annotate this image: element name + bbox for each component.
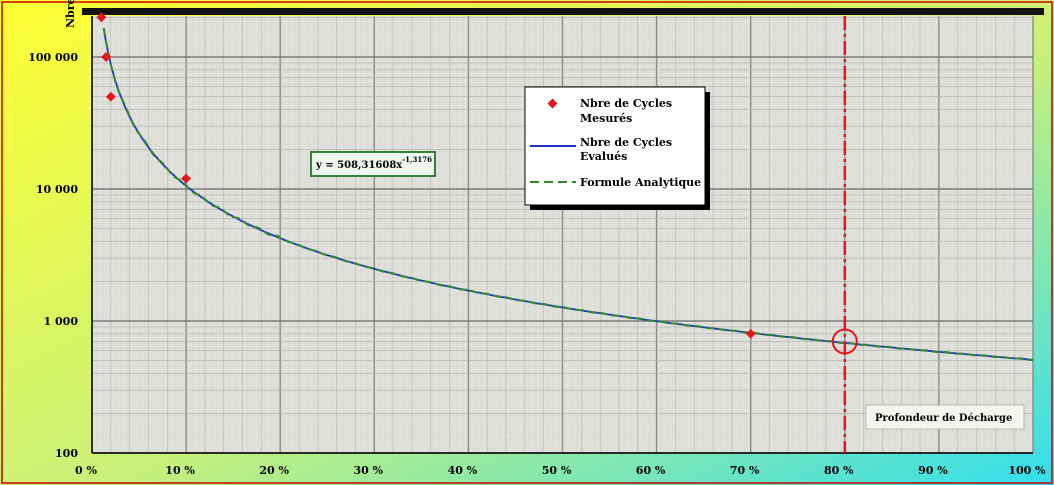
x-axis-label-box: Profondeur de Décharge (865, 404, 1025, 430)
y-tick-label: 100 000 (28, 51, 78, 64)
x-tick-label: 40 % (448, 464, 478, 477)
legend-label-evaluated-line2: Evalués (580, 150, 627, 163)
y-tick-label: 100 (55, 447, 78, 460)
measured-point (745, 328, 756, 339)
legend-label-measured-line2: Mesurés (580, 112, 632, 125)
y-tick-label: 1 000 (44, 315, 79, 328)
equation-exponent: -1,3176 (402, 155, 432, 164)
x-tick-label: 60 % (636, 464, 666, 477)
x-axis-label: Profondeur de Décharge (875, 413, 1012, 424)
x-tick-label: 10 % (165, 464, 195, 477)
legend-item-evaluated: Nbre de Cycles Evalués (530, 136, 672, 163)
legend-item-measured: Nbre de Cycles Mesurés (547, 97, 672, 125)
x-tick-label: 90 % (918, 464, 948, 477)
measured-point (105, 91, 116, 102)
top-band (82, 8, 1044, 15)
x-tick-label: 50 % (542, 464, 572, 477)
equation-box: y = 508,31608x-1,3176 (310, 151, 436, 177)
x-axis-ticks: 0 % 10 % 20 % 30 % 40 % 50 % 60 % 70 % 80 % 90 % 1… (75, 464, 1046, 477)
x-tick-label: 20 % (259, 464, 289, 477)
legend-label-measured-line1: Nbre de Cycles (580, 97, 672, 110)
series-group (96, 12, 1034, 362)
x-tick-label: 30 % (354, 464, 384, 477)
dod-marker-circle (831, 328, 858, 355)
legend: Nbre de Cycles Mesurés Nbre de Cycles Ev… (524, 86, 710, 210)
legend-label-analytic: Formule Analytique (580, 176, 701, 189)
x-tick-label: 100 % (1008, 464, 1046, 477)
x-tick-label: 0 % (75, 464, 97, 477)
svg-text:y = 508,31608x-1,3176: y = 508,31608x-1,3176 (315, 155, 432, 171)
x-tick-label: 80 % (824, 464, 854, 477)
y-axis-label: Nbre (64, 0, 77, 28)
series-line-analytic (102, 27, 1034, 362)
x-tick-label: 70 % (730, 464, 760, 477)
measured-point (181, 173, 192, 184)
legend-item-analytic: Formule Analytique (530, 176, 701, 189)
measured-point (101, 52, 112, 62)
equation-text: y = 508,31608x (315, 160, 403, 171)
y-axis-ticks: 100 1 000 10 000 100 000 (28, 51, 78, 460)
legend-label-evaluated-line1: Nbre de Cycles (580, 136, 672, 149)
y-tick-label: 10 000 (36, 183, 78, 196)
